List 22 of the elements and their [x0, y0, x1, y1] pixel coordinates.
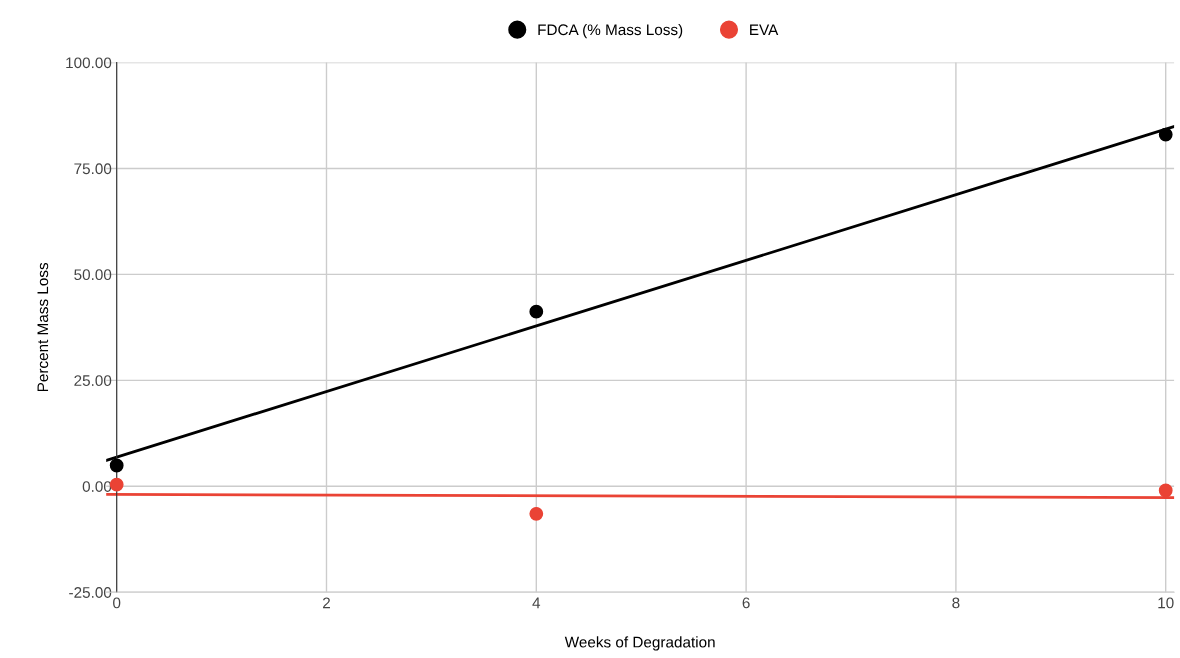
x-tick-label: 8: [952, 597, 960, 609]
y-tick-label: -25.00: [69, 587, 112, 598]
x-tick-label: 2: [323, 597, 330, 609]
point: [529, 506, 544, 521]
x-tick-label: 10: [1158, 597, 1174, 609]
x-tick-label: 4: [532, 597, 541, 609]
y-tick-label: 75.00: [74, 163, 112, 175]
y-tick-label: 50.00: [74, 269, 112, 281]
point: [109, 458, 124, 473]
x-tick-label: 0: [113, 597, 121, 609]
point: [109, 477, 124, 492]
legend-label: FDCA (% Mass Loss): [538, 23, 683, 39]
point: [529, 304, 544, 319]
y-tick-label: 100.00: [66, 57, 112, 69]
point: [1158, 483, 1173, 498]
x-axis-title: Weeks of Degradation: [564, 636, 715, 651]
point: [1158, 127, 1173, 142]
y-tick-label: 0.00: [82, 481, 112, 492]
y-axis-title: Percent Mass Loss: [37, 262, 49, 392]
x-tick-label: 6: [742, 597, 750, 609]
legend-label: EVA: [750, 24, 779, 35]
y-tick-label: 25.00: [74, 375, 112, 387]
